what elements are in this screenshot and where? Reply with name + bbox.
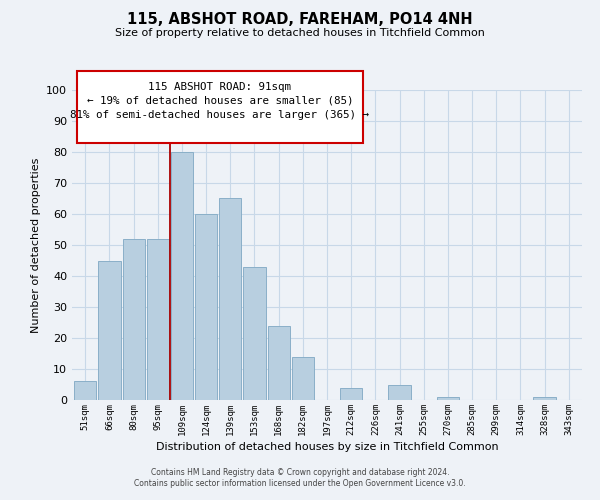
FancyBboxPatch shape [77, 72, 362, 142]
Text: Size of property relative to detached houses in Titchfield Common: Size of property relative to detached ho… [115, 28, 485, 38]
Bar [146, 239, 169, 400]
Bar [340, 388, 362, 400]
Bar [244, 266, 266, 400]
Bar [171, 152, 193, 400]
Bar [292, 356, 314, 400]
Bar [98, 260, 121, 400]
Text: 115 ABSHOT ROAD: 91sqm
← 19% of detached houses are smaller (85)
81% of semi-det: 115 ABSHOT ROAD: 91sqm ← 19% of detached… [70, 82, 370, 120]
Bar [195, 214, 217, 400]
Bar [388, 384, 410, 400]
Text: Distribution of detached houses by size in Titchfield Common: Distribution of detached houses by size … [155, 442, 499, 452]
Bar [437, 397, 459, 400]
Text: 115, ABSHOT ROAD, FAREHAM, PO14 4NH: 115, ABSHOT ROAD, FAREHAM, PO14 4NH [127, 12, 473, 28]
Text: Contains HM Land Registry data © Crown copyright and database right 2024.
Contai: Contains HM Land Registry data © Crown c… [134, 468, 466, 487]
Bar [74, 382, 97, 400]
Bar [219, 198, 241, 400]
Y-axis label: Number of detached properties: Number of detached properties [31, 158, 41, 332]
Bar [122, 239, 145, 400]
Bar [533, 397, 556, 400]
Bar [268, 326, 290, 400]
